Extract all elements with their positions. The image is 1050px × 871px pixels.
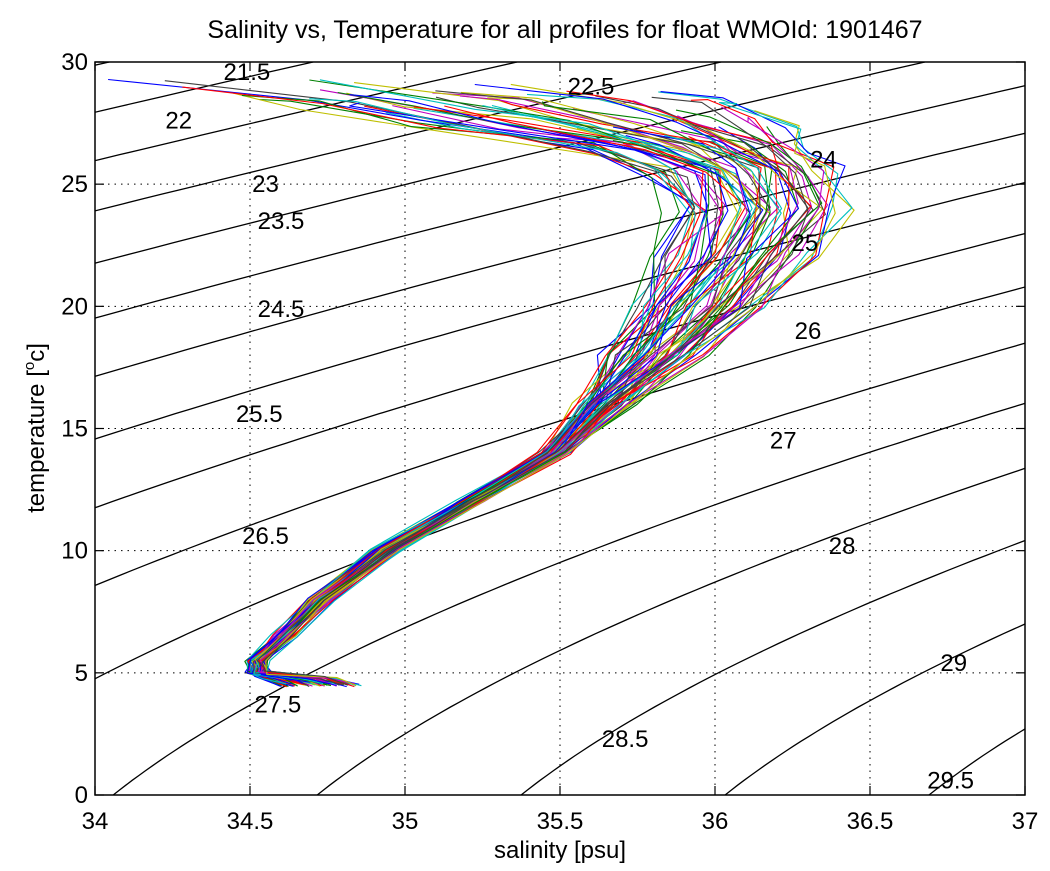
density-contour [112, 402, 1025, 795]
x-tick-label: 36 [702, 808, 729, 835]
x-tick-label: 34.5 [227, 808, 274, 835]
y-tick-label: 0 [75, 782, 88, 809]
density-contour [724, 623, 1025, 795]
density-contour [95, 286, 1025, 587]
contour-label: 22.5 [568, 73, 615, 100]
profile-line [260, 118, 814, 685]
x-tick-label: 35 [392, 808, 419, 835]
x-axis-ticks: 34 34.5 35 35.5 36 36.5 37 [82, 62, 1039, 835]
density-contours [95, 62, 1025, 795]
chart-title: Salinity vs, Temperature for all profile… [207, 16, 922, 44]
density-contour [316, 467, 1025, 795]
x-tick-label: 37 [1012, 808, 1039, 835]
density-contour [95, 85, 1025, 319]
profile-lines [108, 78, 855, 688]
profile-line [257, 100, 799, 687]
profile-line [254, 130, 799, 685]
profile-line [265, 141, 836, 687]
grid-lines [95, 62, 1025, 795]
y-axis-label: temperature [oc] [21, 343, 50, 513]
profile-line [265, 115, 813, 686]
profile-line [260, 126, 792, 688]
contour-label: 21.5 [224, 59, 271, 86]
profile-line [259, 106, 825, 685]
contour-label: 27 [770, 428, 797, 455]
profile-line [264, 83, 824, 686]
density-contour [95, 132, 1025, 377]
contour-label: 24.5 [258, 296, 305, 323]
contour-label: 26.5 [242, 523, 289, 550]
density-contour [95, 342, 1025, 680]
contour-label: 28 [829, 533, 856, 560]
profile-line [256, 138, 809, 686]
x-axis-label: salinity [psu] [494, 837, 626, 864]
profile-line [246, 94, 729, 684]
plot-frame [94, 61, 1026, 796]
contour-label: 22 [165, 108, 192, 135]
x-tick-label: 36.5 [847, 808, 894, 835]
contour-label: 25 [792, 230, 819, 257]
contour-labels: 21.5 22 22.5 23 23.5 24 24.5 25 25.5 26 26.5 27 27.5… [165, 59, 974, 795]
contour-label: 24 [810, 147, 837, 174]
profile-line [260, 91, 839, 687]
density-contour [95, 62, 926, 264]
contour-label: 29.5 [927, 767, 974, 794]
density-contour [520, 539, 1025, 795]
contour-label: 23.5 [258, 208, 305, 235]
contour-label: 29 [940, 650, 967, 677]
x-tick-label: 35.5 [537, 808, 584, 835]
profile-line [256, 142, 773, 686]
density-contour [95, 62, 110, 66]
contour-label: 25.5 [236, 401, 283, 428]
profile-line [254, 143, 719, 685]
y-tick-label: 30 [61, 49, 88, 76]
y-tick-label: 5 [75, 660, 88, 687]
contour-label: 27.5 [255, 692, 302, 719]
profile-line [261, 96, 809, 686]
y-tick-label: 10 [61, 538, 88, 565]
profile-line [265, 109, 823, 686]
y-axis-ticks: 0 5 10 15 20 25 30 [61, 49, 1025, 809]
contour-label: 26 [795, 318, 822, 345]
y-tick-label: 20 [61, 293, 88, 320]
density-contour [95, 62, 722, 212]
x-tick-label: 34 [82, 808, 109, 835]
y-tick-label: 25 [61, 171, 88, 198]
profile-line [253, 90, 761, 685]
contour-label: 28.5 [602, 726, 649, 753]
density-contour [95, 232, 1025, 509]
contour-label: 23 [252, 171, 279, 198]
profile-line [247, 106, 704, 686]
y-tick-label: 15 [61, 416, 88, 443]
profile-line [261, 135, 778, 685]
